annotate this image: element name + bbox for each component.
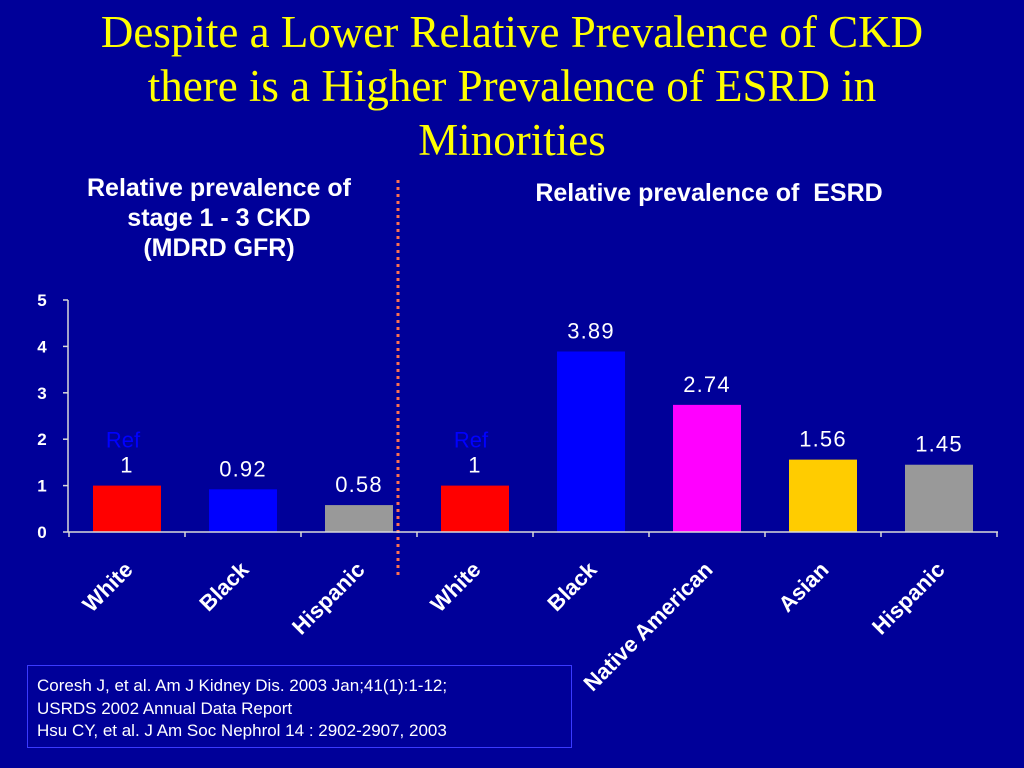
citation-box: Coresh J, et al. Am J Kidney Dis. 2003 J… bbox=[27, 665, 572, 748]
y-axis-ticks: 0 1 2 3 4 5 bbox=[37, 291, 68, 542]
panel-2-category-label-hispanic: Hispanic bbox=[867, 557, 950, 640]
panel-1-category-label-hispanic: Hispanic bbox=[287, 557, 370, 640]
panel-1-category-label-white: White bbox=[78, 557, 138, 617]
panel-2-category-label-black: Black bbox=[542, 556, 602, 616]
slide-title: Despite a Lower Relative Prevalence of C… bbox=[100, 7, 924, 165]
panel-2-value-label-hispanic: 1.45 bbox=[915, 432, 963, 457]
panel-2-category-label-white: White bbox=[426, 557, 486, 617]
panel-2-annotation-ref: Ref bbox=[454, 428, 489, 453]
panel-1-bar-black bbox=[209, 489, 277, 532]
panel-1-value-label-white: 1 bbox=[120, 453, 133, 478]
panel-2-bar-white bbox=[441, 485, 509, 532]
x-axis-ticks bbox=[68, 532, 998, 537]
y-tick-label: 2 bbox=[37, 430, 46, 449]
bars bbox=[93, 351, 973, 532]
panel-1-bar-hispanic bbox=[325, 505, 393, 532]
panel-2-bar-black bbox=[557, 351, 625, 532]
panel-2-bar-hispanic bbox=[905, 464, 973, 532]
y-tick-label: 0 bbox=[37, 523, 46, 542]
y-tick-label: 5 bbox=[37, 291, 46, 310]
esrd-chart-title: Relative prevalence of ESRD bbox=[535, 179, 883, 207]
panel-2-value-label-white: 1 bbox=[468, 453, 481, 478]
panel-2-value-label-native-american: 2.74 bbox=[683, 372, 731, 397]
y-tick-label: 1 bbox=[37, 477, 46, 496]
panel-2-bar-asian bbox=[789, 459, 857, 532]
panel-1-category-label-black: Black bbox=[194, 556, 254, 616]
panel-2-category-label-asian: Asian bbox=[773, 557, 833, 617]
panel-1-bar-white bbox=[93, 485, 161, 532]
y-tick-label: 3 bbox=[37, 384, 46, 403]
panel-2-bar-native-american bbox=[673, 404, 741, 532]
panel-2-value-label-black: 3.89 bbox=[567, 319, 615, 344]
panel-2-category-label-native-american: Native American bbox=[579, 557, 718, 696]
panel-2-value-label-asian: 1.56 bbox=[799, 427, 847, 452]
y-tick-label: 4 bbox=[37, 337, 47, 356]
panel-1-value-label-black: 0.92 bbox=[219, 456, 267, 481]
panel-1-annotation-ref: Ref bbox=[106, 428, 141, 453]
citation-line: Hsu CY, et al. J Am Soc Nephrol 14 : 290… bbox=[37, 721, 447, 740]
citation-line: USRDS 2002 Annual Data Report bbox=[37, 698, 293, 718]
panel-1-value-label-hispanic: 0.58 bbox=[335, 472, 383, 497]
ckd-chart-title: Relative prevalence of stage 1 - 3 CKD (… bbox=[86, 174, 351, 262]
citation-line: Coresh J, et al. Am J Kidney Dis. 2003 J… bbox=[37, 676, 448, 695]
